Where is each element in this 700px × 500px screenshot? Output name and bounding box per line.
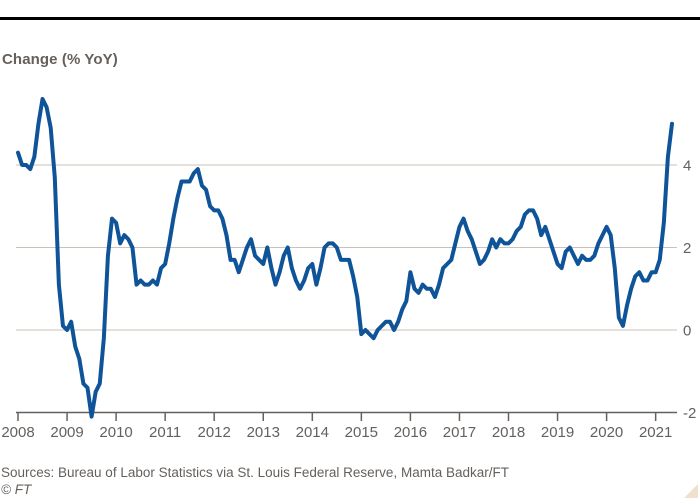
gridlines <box>16 164 677 331</box>
x-tick-label: 2010 <box>99 424 132 441</box>
x-tick-label: 2012 <box>198 424 231 441</box>
x-axis-labels: 2008 2009 2010 2011 2012 2013 2014 2015 2016 2017… <box>1 424 672 441</box>
x-tick-label: 2009 <box>50 424 83 441</box>
top-border-rule <box>0 17 700 20</box>
y-tick-label: -2 <box>683 405 696 422</box>
x-tick-label: 2008 <box>1 424 34 441</box>
x-tick-label: 2020 <box>590 424 623 441</box>
x-axis <box>16 411 677 421</box>
x-tick-label: 2017 <box>443 424 476 441</box>
inflation-line <box>16 97 674 419</box>
chart-subtitle-label: Change (% YoY) <box>2 51 118 68</box>
source-note: Sources: Bureau of Labor Statistics via … <box>1 465 509 480</box>
ft-copyright: © FT <box>1 482 32 497</box>
x-tick-label: 2018 <box>492 424 525 441</box>
x-tick-label: 2013 <box>247 424 280 441</box>
x-tick-label: 2015 <box>345 424 378 441</box>
y-tick-label: 2 <box>683 240 691 257</box>
x-tick-label: 2019 <box>541 424 574 441</box>
y-axis-labels: 4 2 0 -2 <box>683 158 696 423</box>
x-tick-label: 2014 <box>296 424 329 441</box>
y-tick-label: 0 <box>683 323 691 340</box>
x-tick-label: 2021 <box>639 424 672 441</box>
x-tick-label: 2011 <box>149 424 181 441</box>
x-tick-label: 2016 <box>394 424 427 441</box>
y-tick-label: 4 <box>683 158 691 175</box>
